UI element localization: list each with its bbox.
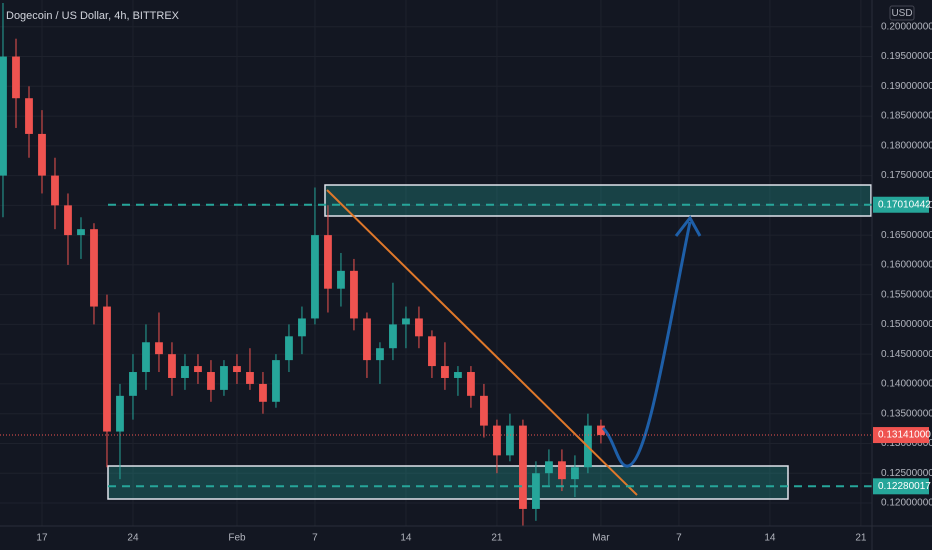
candle-body [324,235,332,289]
candle-body [142,342,150,373]
x-tick-label: 7 [676,533,682,544]
y-tick-label: 0.15500000 [881,289,932,300]
price-label-box [873,196,929,213]
y-tick-label: 0.16500000 [881,230,932,241]
projection-arrow [674,215,702,237]
candle-body [64,205,72,236]
x-tick-label: 21 [491,533,503,544]
candle-body [363,318,371,361]
candle-body [90,229,98,307]
candle-body [402,318,410,325]
projection-curve [601,221,692,468]
candle-body [116,395,124,432]
candle-body [246,372,254,384]
y-tick-label: 0.15000000 [881,319,932,330]
unit-label: USD [891,8,912,19]
price-label-box [873,427,929,444]
trend-line [326,189,638,496]
candle-body [415,318,423,337]
resistance-zone [324,184,872,217]
candle-body [103,306,111,432]
y-tick-label: 0.14500000 [881,349,932,360]
candle-body [220,366,228,390]
candle-body [168,354,176,378]
candle-body [0,56,7,176]
candle-body [233,366,241,373]
candle-body [298,318,306,337]
axes: 0.12000000 0.12500000 0.13000000 0.13500000… [36,21,932,543]
y-tick-label: 0.16000000 [881,260,932,271]
candle-body [441,366,449,378]
y-tick-label: 0.12000000 [881,498,932,509]
candle-body [493,425,501,456]
candle-body [428,336,436,367]
x-tick-label: 14 [400,533,412,544]
y-tick-label: 0.19000000 [881,81,932,92]
candle-body [155,342,163,355]
candles [0,2,605,526]
y-tick-label: 0.20000000 [881,21,932,32]
chart-title: Dogecoin / US Dollar, 4h, BITTREX [6,10,180,22]
candle-body [467,372,475,396]
candle-body [194,366,202,373]
y-tick-label: 0.14000000 [881,379,932,390]
candle-body [12,56,20,99]
price-label: 0.17010442 [878,199,931,210]
y-tick-label: 0.18500000 [881,111,932,122]
candle-body [285,336,293,361]
candle-body [207,372,215,390]
x-tick-label: 17 [36,533,48,544]
plot-area [0,2,872,526]
price-label: 0.13141000 [878,430,931,441]
x-tick-label: Mar [592,533,610,544]
candle-body [181,366,189,378]
candle-body [506,425,514,456]
x-tick-label: Feb [228,533,246,544]
candle-body [129,372,137,396]
support-zone [107,465,789,500]
price-label: 0.12280017 [878,481,931,492]
candle-body [571,467,579,480]
x-tick-label: 21 [855,533,867,544]
y-tick-label: 0.13500000 [881,408,932,419]
candle-body [389,324,397,349]
candle-body [311,235,319,319]
candle-body [77,229,85,236]
y-tick-label: 0.17500000 [881,170,932,181]
y-tick-label: 0.12500000 [881,468,932,479]
candle-body [532,473,540,509]
candle-body [337,270,345,289]
candle-body [376,348,384,361]
price-label-box [873,478,929,495]
candle-body [454,372,462,378]
candle-body [51,175,59,206]
y-tick-label: 0.19500000 [881,51,932,62]
candle-body [272,360,280,402]
candle-body [558,461,566,480]
candle-body [545,461,553,474]
unit-box [889,5,915,21]
x-tick-label: 7 [312,533,318,544]
candle-body [350,270,358,319]
candle-body [597,425,605,436]
candle-body [480,395,488,426]
candle-body [259,383,267,402]
candle-body [25,98,33,134]
x-tick-label: 24 [127,533,139,544]
y-tick-label: 0.18000000 [881,140,932,151]
levels [0,203,872,488]
y-tick-label: 0.13000000 [881,438,932,449]
x-tick-label: 14 [764,533,776,544]
candle-body [519,425,527,509]
candle-body [38,133,46,176]
